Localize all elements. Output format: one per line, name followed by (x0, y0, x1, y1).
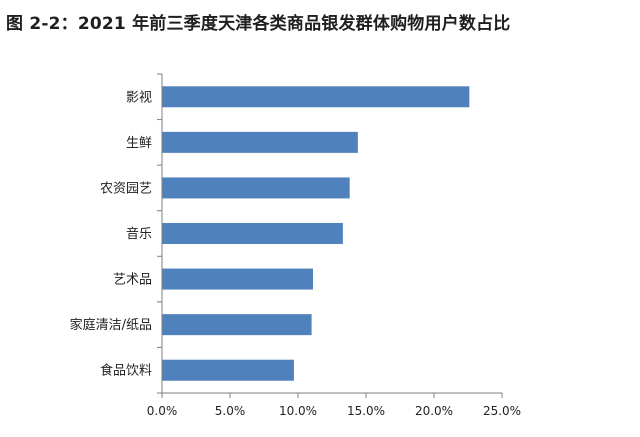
bar-3 (162, 177, 350, 199)
bar-7 (162, 359, 294, 381)
x-tick-label: 10.0% (279, 404, 317, 418)
category-label: 农资园艺 (100, 181, 152, 196)
axes (157, 73, 503, 398)
tick-labels: 0.0% 5.0% 10.0% 15.0% 20.0% 25.0% (147, 404, 521, 418)
bar-4 (162, 223, 343, 244)
category-label: 艺术品 (113, 273, 152, 288)
x-tick-label: 0.0% (147, 404, 178, 418)
bar-6 (162, 314, 312, 336)
category-label: 家庭清洁/纸品 (70, 317, 152, 333)
category-label: 食品饮料 (100, 363, 152, 379)
chart-title: 图 2-2：2021 年前三季度天津各类商品银发群体购物用户数占比 (6, 14, 511, 34)
category-label: 生鲜 (126, 136, 152, 151)
category-label: 音乐 (126, 226, 152, 242)
x-tick-label: 20.0% (415, 404, 453, 418)
x-tick-label: 15.0% (347, 404, 385, 418)
x-tick-label: 5.0% (215, 404, 246, 418)
x-tick-label: 25.0% (483, 404, 521, 418)
bar-2 (162, 131, 358, 153)
bars-group (162, 86, 470, 381)
bar-5 (162, 268, 313, 290)
category-label: 影视 (126, 90, 152, 105)
bar-1 (162, 86, 470, 108)
